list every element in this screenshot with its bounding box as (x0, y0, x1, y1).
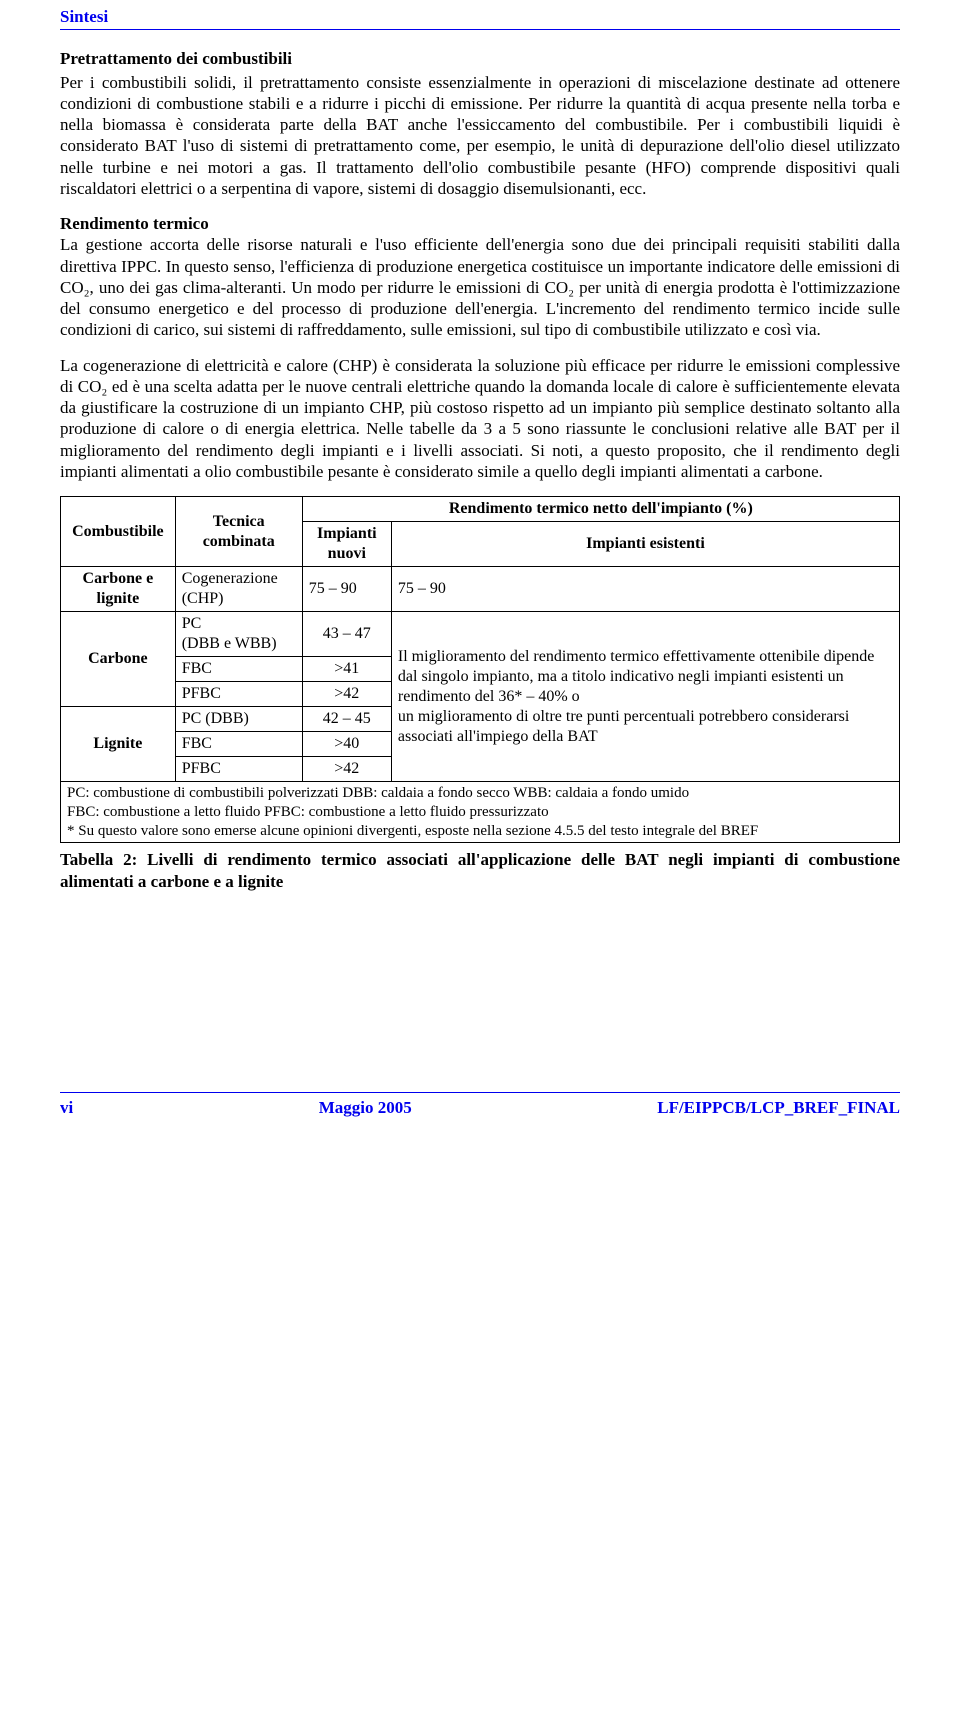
page-footer: vi Maggio 2005 LF/EIPPCB/LCP_BREF_FINAL (60, 1092, 900, 1118)
table-row: Carbone PC (DBB e WBB) 43 – 47 Il miglio… (61, 612, 900, 657)
cell-new: 75 – 90 (302, 567, 391, 612)
table-row: Carbone e lignite Cogenerazione (CHP) 75… (61, 567, 900, 612)
cell-tech: PC (DBB e WBB) (175, 612, 302, 657)
th-nuovi: Impianti nuovi (302, 522, 391, 567)
cell-new: 42 – 45 (302, 707, 391, 732)
cell-tech: FBC (175, 732, 302, 757)
section-pretreat-body: Per i combustibili solidi, il pretrattam… (60, 72, 900, 200)
th-rend-title: Rendimento termico netto dell'impianto (… (302, 497, 899, 522)
section-therm-body1: Rendimento termico La gestione accorta d… (60, 213, 900, 341)
header-title: Sintesi (60, 7, 108, 26)
footer-left: vi (60, 1097, 73, 1118)
footer-right: LF/EIPPCB/LCP_BREF_FINAL (657, 1097, 900, 1118)
cell-new: >42 (302, 682, 391, 707)
section-therm-body2: La cogenerazione di elettricità e calore… (60, 355, 900, 483)
table-head-row1: Combustibile Tecnica combinata Rendiment… (61, 497, 900, 522)
cell-fuel: Carbone (61, 612, 176, 707)
efficiency-table: Combustibile Tecnica combinata Rendiment… (60, 496, 900, 843)
section-therm-title: Rendimento termico (60, 214, 209, 233)
cell-tech: Cogenerazione (CHP) (175, 567, 302, 612)
cell-new: >41 (302, 657, 391, 682)
cell-exist-note: Il miglioramento del rendimento termico … (391, 612, 899, 782)
page-header: Sintesi (60, 0, 900, 30)
th-combustibile: Combustibile (61, 497, 176, 567)
cell-new: >42 (302, 757, 391, 782)
cell-new: 43 – 47 (302, 612, 391, 657)
footer-center: Maggio 2005 (319, 1097, 412, 1118)
cell-fuel: Lignite (61, 707, 176, 782)
cell-new: >40 (302, 732, 391, 757)
section-pretreat-title: Pretrattamento dei combustibili (60, 48, 900, 69)
table-footnote-row: PC: combustione di combustibili polveriz… (61, 782, 900, 843)
cell-exist: 75 – 90 (391, 567, 899, 612)
table-footnote: PC: combustione di combustibili polveriz… (61, 782, 900, 843)
cell-tech: PFBC (175, 757, 302, 782)
th-tecnica: Tecnica combinata (175, 497, 302, 567)
section-therm-text1: La gestione accorta delle risorse natura… (60, 235, 900, 339)
table-caption: Tabella 2: Livelli di rendimento termico… (60, 849, 900, 892)
cell-tech: PFBC (175, 682, 302, 707)
cell-fuel: Carbone e lignite (61, 567, 176, 612)
cell-tech: FBC (175, 657, 302, 682)
cell-tech: PC (DBB) (175, 707, 302, 732)
th-esistenti: Impianti esistenti (391, 522, 899, 567)
